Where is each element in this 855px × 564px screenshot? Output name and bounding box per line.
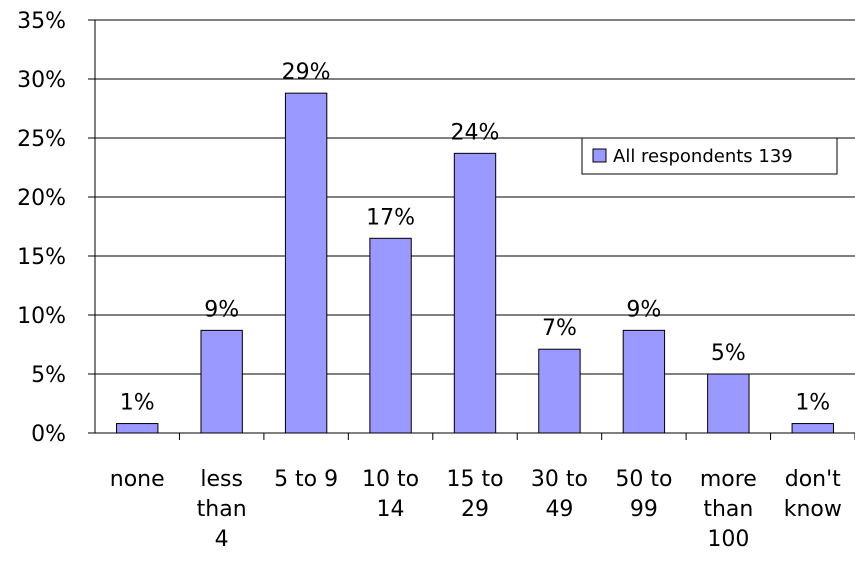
bar: [201, 330, 242, 433]
bar: [623, 330, 664, 433]
y-tick-label: 25%: [17, 127, 66, 152]
legend: All respondents 139: [582, 138, 837, 174]
x-tick-label: 10 to 14: [362, 467, 419, 522]
y-tick-label: 5%: [31, 363, 66, 388]
x-axis-labels: none less than 4 5 to 9 10 to 14 15 to 29 30 to 49…: [110, 433, 855, 552]
data-label: 24%: [451, 120, 500, 145]
legend-label: All respondents 139: [613, 146, 793, 167]
bar: [285, 93, 326, 433]
y-tick-label: 20%: [17, 186, 66, 211]
x-tick-label: none: [110, 467, 165, 492]
x-tick-label: 50 to 99: [615, 467, 672, 522]
x-tick-label: don't know: [784, 467, 842, 522]
bar: [117, 424, 158, 433]
data-label: 9%: [626, 297, 661, 322]
y-tick-label: 15%: [17, 245, 66, 270]
y-tick-label: 0%: [31, 422, 66, 447]
legend-swatch: [593, 149, 606, 162]
data-label: 9%: [204, 297, 239, 322]
bar: [792, 424, 833, 433]
data-label: 7%: [542, 316, 577, 341]
y-tick-label: 10%: [17, 304, 66, 329]
x-tick-label: 5 to 9: [274, 467, 338, 492]
x-tick-label: 15 to 29: [446, 467, 503, 522]
x-tick-label: less than 4: [197, 467, 247, 552]
x-tick-label: 30 to 49: [531, 467, 588, 522]
y-axis-ticks: 0% 5% 10% 15% 20% 25% 30% 35%: [17, 9, 95, 447]
bar: [539, 349, 580, 433]
data-label: 29%: [282, 60, 331, 85]
y-tick-label: 30%: [17, 68, 66, 93]
x-tick-label: more than 100: [700, 467, 757, 552]
data-label: 1%: [120, 391, 155, 416]
bar: [454, 153, 495, 433]
bar: [370, 238, 411, 433]
bar: [708, 374, 749, 433]
y-tick-label: 35%: [17, 9, 66, 34]
data-label: 5%: [711, 341, 746, 366]
data-label: 1%: [795, 391, 830, 416]
data-label: 17%: [366, 205, 415, 230]
